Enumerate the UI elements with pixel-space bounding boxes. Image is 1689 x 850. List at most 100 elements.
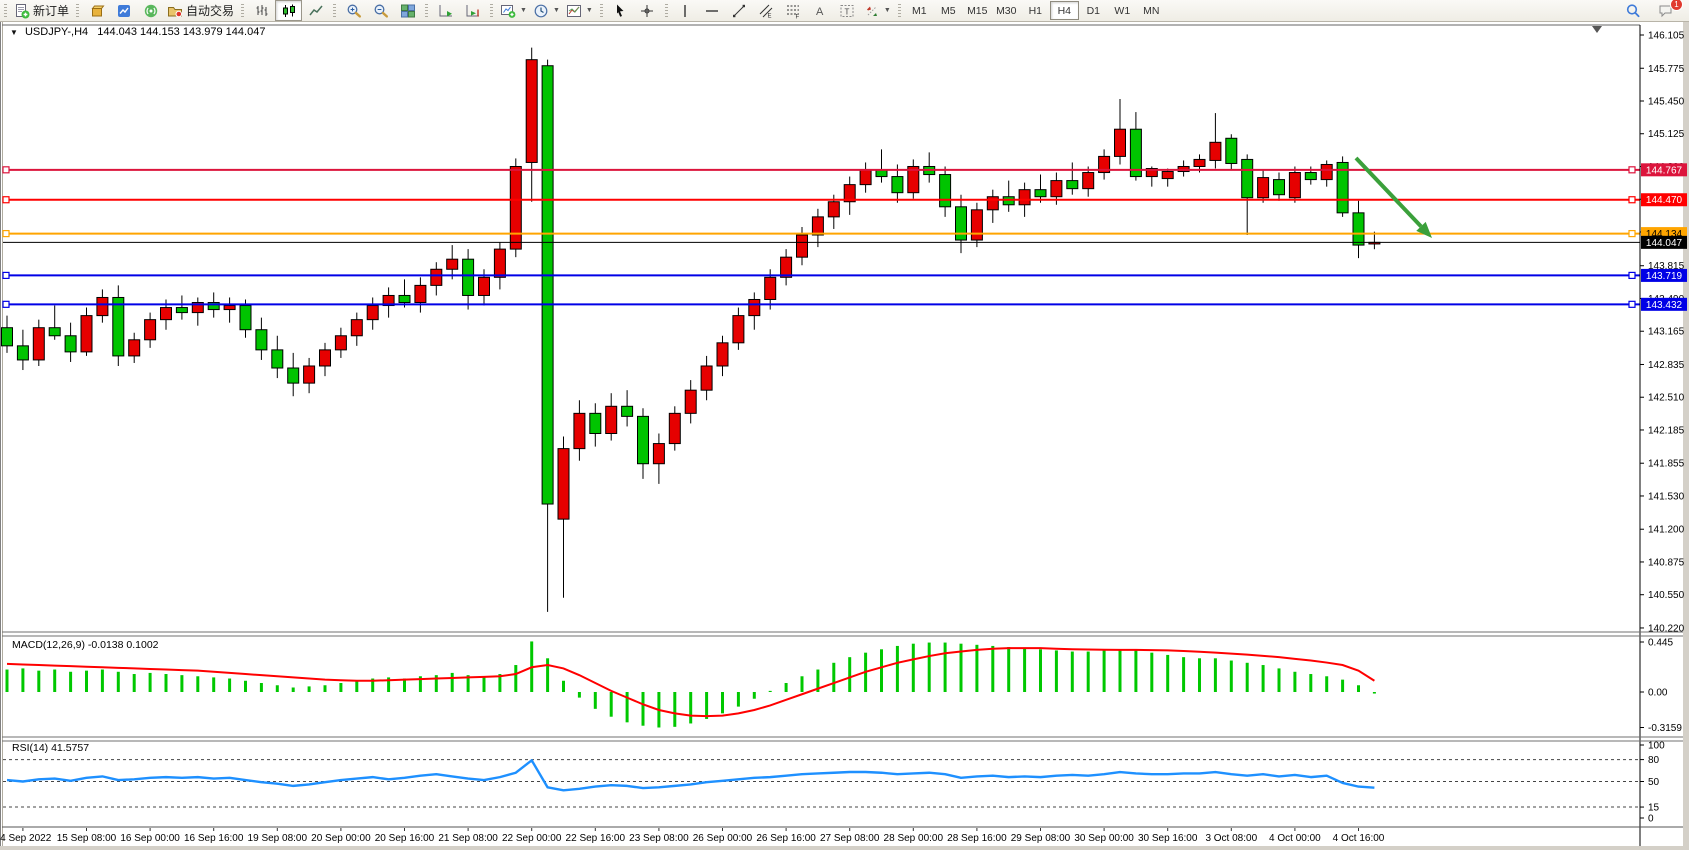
timeframe-m5-button[interactable]: M5 xyxy=(934,1,963,20)
svg-text:141.530: 141.530 xyxy=(1648,491,1685,502)
zoom-out-icon xyxy=(373,3,389,19)
auto-scroll-button[interactable] xyxy=(432,0,459,21)
svg-text:141.855: 141.855 xyxy=(1648,459,1685,470)
svg-text:144.470: 144.470 xyxy=(1646,195,1683,206)
svg-text:E: E xyxy=(768,13,772,19)
line-chart-button[interactable] xyxy=(302,0,329,21)
toolbar-grip xyxy=(241,3,245,18)
svg-text:15: 15 xyxy=(1648,803,1660,814)
candlestick-chart-button[interactable] xyxy=(275,0,303,21)
time-axis[interactable] xyxy=(0,828,1640,846)
timeframe-m30-label: M30 xyxy=(996,4,1017,17)
timeframe-h1-button[interactable]: H1 xyxy=(1021,1,1050,20)
toolbar-grip xyxy=(4,3,7,18)
chart-area[interactable] xyxy=(0,21,1684,846)
autotrading-button[interactable]: 自动交易 xyxy=(164,0,237,21)
signals-icon xyxy=(143,3,159,19)
bar-chart-button[interactable] xyxy=(248,0,275,21)
svg-text:27 Sep 08:00: 27 Sep 08:00 xyxy=(820,833,880,844)
svg-text:0: 0 xyxy=(1648,814,1654,825)
timeframe-h4-button[interactable]: H4 xyxy=(1049,1,1079,20)
svg-text:15 Sep 08:00: 15 Sep 08:00 xyxy=(57,833,117,844)
signals-button[interactable] xyxy=(137,0,164,21)
svg-text:3 Oct 08:00: 3 Oct 08:00 xyxy=(1205,833,1257,844)
text-icon: A xyxy=(812,3,828,19)
toolbar-grip xyxy=(599,3,603,18)
trendline-button[interactable] xyxy=(726,0,753,21)
arrows-button[interactable]: ▼ xyxy=(861,0,894,21)
timeframe-h1-label: H1 xyxy=(1028,4,1042,17)
svg-text:142.835: 142.835 xyxy=(1648,360,1685,371)
chart-title: ▼ USDJPY-,H4 144.043 144.153 143.979 144… xyxy=(10,26,265,38)
chart-shift-button[interactable] xyxy=(459,0,486,21)
chevron-down-icon[interactable]: ▼ xyxy=(585,7,593,14)
timeframe-mn-button[interactable]: MN xyxy=(1137,1,1166,20)
tile-windows-button[interactable] xyxy=(394,0,421,21)
chart-symbol-period: USDJPY-,H4 xyxy=(24,26,89,38)
svg-text:4 Oct 16:00: 4 Oct 16:00 xyxy=(1333,833,1385,844)
svg-text:0.445: 0.445 xyxy=(1648,637,1673,648)
cursor-icon xyxy=(612,3,628,19)
svg-text:142.510: 142.510 xyxy=(1648,393,1685,404)
new-chart-button[interactable]: ▼ xyxy=(497,0,530,21)
search-button[interactable] xyxy=(1619,0,1646,21)
timeframe-m30-button[interactable]: M30 xyxy=(992,1,1021,20)
chevron-down-icon[interactable]: ▼ xyxy=(552,7,560,14)
templates-button[interactable]: ▼ xyxy=(563,0,596,21)
chevron-down-icon[interactable]: ▼ xyxy=(883,7,891,14)
price-axis[interactable] xyxy=(1641,25,1689,825)
tile-windows-icon xyxy=(400,3,416,19)
symbol-dropdown-icon[interactable]: ▼ xyxy=(10,28,18,37)
svg-text:0.00: 0.00 xyxy=(1648,688,1668,699)
zoom-out-button[interactable] xyxy=(367,0,394,21)
svg-text:A: A xyxy=(816,6,824,18)
profile-icon xyxy=(116,3,132,19)
window-right-edge xyxy=(1683,21,1689,850)
crosshair-button[interactable] xyxy=(634,0,661,21)
trendline-icon xyxy=(731,3,747,19)
market-button[interactable] xyxy=(83,0,110,21)
horizontal-line-button[interactable] xyxy=(699,0,726,21)
fibonacci-button[interactable]: F xyxy=(780,0,807,21)
text-button[interactable]: A xyxy=(807,0,834,21)
notifications-button[interactable]: 1 xyxy=(1652,0,1683,21)
channel-icon: E xyxy=(758,3,774,19)
svg-text:143.815: 143.815 xyxy=(1648,261,1685,272)
profile-button[interactable] xyxy=(110,0,137,21)
autotrading-icon xyxy=(167,3,183,19)
svg-text:20 Sep 16:00: 20 Sep 16:00 xyxy=(375,833,435,844)
new-order-button[interactable]: 新订单 xyxy=(11,0,72,21)
vertical-line-button[interactable] xyxy=(672,0,699,21)
text-label-button[interactable]: T xyxy=(834,0,861,21)
timeframe-m1-button[interactable]: M1 xyxy=(905,1,934,20)
timeframe-w1-button[interactable]: W1 xyxy=(1108,1,1137,20)
svg-text:-0.3159: -0.3159 xyxy=(1648,723,1682,734)
svg-text:22 Sep 00:00: 22 Sep 00:00 xyxy=(502,833,562,844)
svg-text:143.719: 143.719 xyxy=(1646,271,1683,282)
crosshair-icon xyxy=(639,3,655,19)
svg-text:141.200: 141.200 xyxy=(1648,525,1685,536)
timeframe-w1-label: W1 xyxy=(1114,4,1131,17)
svg-text:F: F xyxy=(796,14,800,19)
chart-ohlc-values: 144.043 144.153 143.979 144.047 xyxy=(97,26,266,38)
svg-text:26 Sep 16:00: 26 Sep 16:00 xyxy=(756,833,816,844)
chevron-down-icon[interactable]: ▼ xyxy=(520,7,527,14)
svg-text:28 Sep 16:00: 28 Sep 16:00 xyxy=(947,833,1007,844)
timeframe-d1-button[interactable]: D1 xyxy=(1079,1,1108,20)
hline-icon xyxy=(704,3,720,19)
chart-shift-marker xyxy=(1592,26,1602,33)
auto-scroll-icon xyxy=(438,3,454,19)
svg-text:16 Sep 16:00: 16 Sep 16:00 xyxy=(184,833,244,844)
periods-button[interactable]: ▼ xyxy=(530,0,563,21)
timeframe-m15-button[interactable]: M15 xyxy=(963,1,992,20)
equidistant-channel-button[interactable]: E xyxy=(753,0,780,21)
svg-text:21 Sep 08:00: 21 Sep 08:00 xyxy=(438,833,498,844)
new-order-label: 新订单 xyxy=(33,4,70,18)
toolbar-grip xyxy=(333,3,337,18)
zoom-in-button[interactable] xyxy=(340,0,367,21)
svg-text:142.185: 142.185 xyxy=(1648,425,1685,436)
svg-text:145.125: 145.125 xyxy=(1648,129,1685,140)
cursor-button[interactable] xyxy=(607,0,634,21)
autotrading-label: 自动交易 xyxy=(186,4,235,18)
